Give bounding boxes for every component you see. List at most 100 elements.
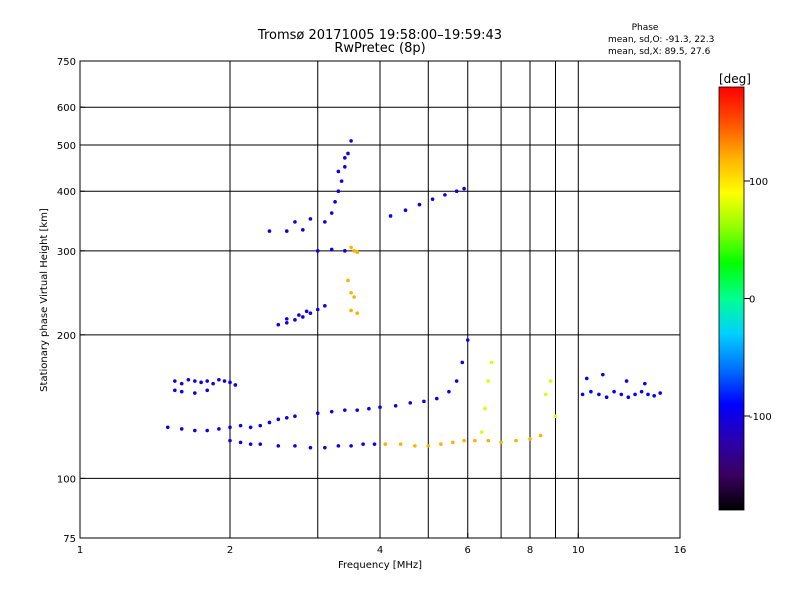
chart-title-line1: Tromsø 20171005 19:58:00–19:59:43 (257, 28, 502, 43)
y-tick-label: 600 (57, 103, 76, 114)
colorbar-ticks: 100 0 -100 (744, 177, 772, 423)
echo-point (454, 379, 459, 383)
echo-point (323, 445, 327, 450)
echo-point (205, 379, 209, 383)
echo-point (343, 408, 347, 412)
y-tick-label: 400 (57, 187, 76, 198)
echo-point (346, 278, 350, 283)
echo-point (179, 381, 184, 386)
echo-point (336, 169, 341, 174)
echo-point (355, 408, 359, 412)
echo-point (304, 309, 309, 314)
echo-point (408, 401, 413, 405)
y-tick-label: 500 (57, 141, 76, 152)
echo-point (580, 392, 585, 397)
echo-point (276, 417, 281, 422)
echo-point (489, 360, 494, 365)
x-tick-label: 6 (465, 545, 471, 556)
echo-point (217, 427, 221, 431)
stats-line-x: mean, sd,X: 89.5, 27.6 (608, 47, 711, 57)
colorbar (718, 86, 745, 511)
echo-point (619, 392, 624, 397)
echo-point (383, 442, 388, 446)
echo-point (205, 428, 209, 433)
echo-point (367, 406, 371, 411)
echo-point (267, 229, 272, 233)
echo-point (284, 317, 289, 321)
echo-point (626, 395, 631, 399)
echo-point (258, 423, 263, 428)
echo-point (276, 322, 281, 327)
echo-point (372, 442, 377, 446)
echo-point (514, 438, 518, 443)
echo-point (349, 308, 353, 313)
echo-point (462, 438, 466, 443)
echo-point (597, 392, 601, 397)
echo-point (601, 372, 605, 377)
echo-point (633, 392, 637, 397)
y-axis-label: Stationary phase Virtual Height [km] (39, 208, 50, 392)
echo-point (624, 379, 629, 383)
echo-point (426, 444, 431, 448)
echo-point (293, 414, 297, 419)
echo-point (179, 389, 184, 394)
echo-point (238, 423, 243, 428)
y-axis-ticks: 75 100 200 300 400 500 600 750 (57, 57, 85, 545)
echo-point (179, 427, 184, 431)
stats-heading: Phase (632, 23, 659, 33)
y-tick-label: 75 (63, 534, 76, 545)
echo-point (543, 392, 548, 397)
echo-point (222, 379, 227, 383)
y-tick-label: 200 (57, 331, 76, 342)
echo-point (361, 442, 365, 446)
x-tick-label: 4 (377, 545, 383, 556)
echo-point (228, 425, 232, 430)
echo-point (439, 442, 443, 446)
echo-point (315, 411, 320, 415)
echo-point (584, 376, 589, 381)
x-tick-label: 1 (77, 545, 83, 556)
echo-point (388, 214, 393, 218)
echo-point (293, 220, 297, 224)
echo-point (284, 320, 289, 325)
colorbar-tick-label: 0 (749, 295, 755, 306)
echo-point (333, 200, 337, 204)
echo-point (205, 388, 209, 393)
echo-point (173, 388, 177, 393)
echo-point (349, 444, 353, 448)
echo-point (193, 391, 197, 395)
echo-point (211, 381, 215, 386)
echo-point (193, 428, 197, 433)
echo-point (486, 438, 491, 443)
echo-point (293, 318, 297, 322)
echo-point (355, 250, 359, 255)
echo-point (276, 444, 281, 448)
echo-point (465, 338, 470, 342)
echo-point (434, 396, 439, 401)
x-tick-label: 8 (527, 545, 533, 556)
colorbar-label: [deg] (719, 72, 751, 86)
echo-point (479, 430, 484, 434)
echo-point (315, 307, 320, 312)
y-tick-label: 300 (57, 247, 76, 258)
colorbar-tick-label: 100 (749, 177, 768, 188)
echo-point (462, 186, 466, 191)
echo-point (323, 304, 327, 308)
echo-point (352, 249, 356, 253)
echo-point (308, 311, 313, 315)
echo-point (538, 433, 543, 438)
echo-point (499, 440, 503, 445)
echo-point (343, 165, 347, 169)
echo-point (422, 399, 426, 404)
echo-point (301, 315, 305, 319)
echo-point (443, 193, 447, 197)
echo-point (349, 245, 353, 250)
echo-point (284, 415, 289, 420)
echo-point (186, 377, 191, 382)
echo-point (346, 151, 350, 156)
echo-point (486, 379, 491, 383)
echo-point (329, 409, 334, 414)
echo-point (652, 393, 656, 398)
echo-point (343, 249, 347, 253)
